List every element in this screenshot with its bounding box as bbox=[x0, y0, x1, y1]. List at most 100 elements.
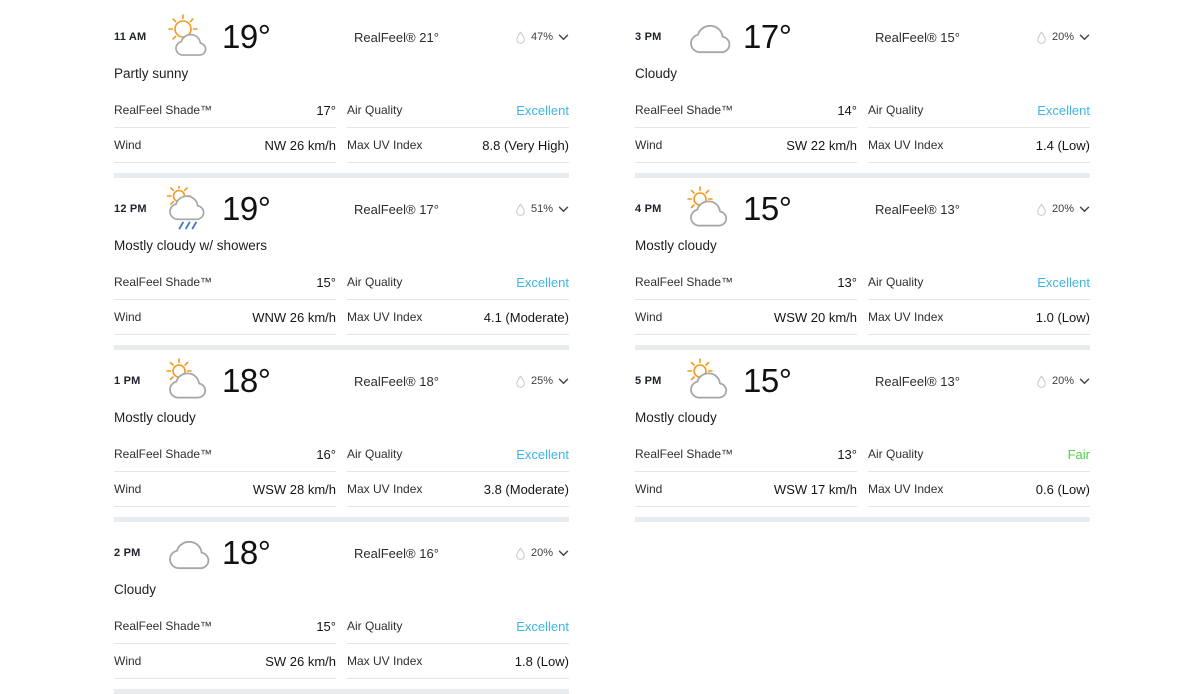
hourly-forecast-card[interactable]: 3 PM 17° RealFeel® 15° 20% Cloudy RealFe… bbox=[635, 6, 1090, 163]
air-quality-value: Excellent bbox=[516, 618, 569, 634]
precip-expander[interactable]: 20% bbox=[1036, 202, 1090, 216]
uv-index-row: Max UV Index 1.4 (Low) bbox=[868, 128, 1090, 163]
condition-phrase: Mostly cloudy bbox=[635, 238, 717, 253]
uv-index-value: 1.8 (Low) bbox=[514, 653, 569, 669]
realfeel-shade-value: 16° bbox=[316, 446, 336, 462]
realfeel-summary: RealFeel® 21° bbox=[354, 30, 515, 45]
air-quality-row: Air Quality Excellent bbox=[347, 609, 569, 644]
precip-probability: 47% bbox=[530, 31, 553, 43]
realfeel-value: 13° bbox=[940, 201, 960, 217]
uv-index-row: Max UV Index 4.1 (Moderate) bbox=[347, 300, 569, 335]
card-separator bbox=[635, 345, 1090, 350]
uv-index-label: Max UV Index bbox=[347, 138, 423, 152]
hourly-forecast-card[interactable]: 1 PM 18° RealFeel® 18° 25% Mostly cloudy… bbox=[114, 350, 569, 507]
temperature-value: 17° bbox=[743, 18, 792, 55]
realfeel-summary: RealFeel® 13° bbox=[875, 374, 1036, 389]
card-header: 12 PM 19° RealFeel® 17° 51% bbox=[114, 184, 569, 234]
card-details: RealFeel Shade™ 16° Wind WSW 28 km/h Air… bbox=[114, 437, 569, 507]
uv-index-row: Max UV Index 8.8 (Very High) bbox=[347, 128, 569, 163]
wind-value: WNW 26 km/h bbox=[252, 309, 336, 325]
wind-row: Wind WNW 26 km/h bbox=[114, 300, 336, 335]
realfeel-shade-row: RealFeel Shade™ 16° bbox=[114, 437, 336, 472]
chevron-down-icon[interactable] bbox=[1079, 33, 1090, 41]
hour-label: 5 PM bbox=[635, 375, 662, 387]
chevron-down-icon[interactable] bbox=[1079, 377, 1090, 385]
card-header: 11 AM 19° RealFeel® 21° 47% bbox=[114, 12, 569, 62]
realfeel-shade-row: RealFeel Shade™ 13° bbox=[635, 265, 857, 300]
wind-row: Wind NW 26 km/h bbox=[114, 128, 336, 163]
chevron-down-icon[interactable] bbox=[558, 377, 569, 385]
realfeel-value: 13° bbox=[940, 373, 960, 389]
air-quality-label: Air Quality bbox=[347, 103, 403, 117]
wind-row: Wind SW 22 km/h bbox=[635, 128, 857, 163]
realfeel-shade-value: 15° bbox=[316, 618, 336, 634]
hourly-forecast-card[interactable]: 5 PM 15° RealFeel® 13° 20% Mostly cloudy… bbox=[635, 350, 1090, 507]
details-right-column: Air Quality Excellent Max UV Index 3.8 (… bbox=[347, 437, 569, 507]
wind-label: Wind bbox=[114, 654, 142, 668]
condition-phrase: Mostly cloudy bbox=[114, 410, 196, 425]
wind-value: WSW 17 km/h bbox=[773, 481, 857, 497]
condition-phrase: Cloudy bbox=[635, 66, 678, 81]
precip-probability: 20% bbox=[530, 547, 553, 559]
realfeel-summary: RealFeel® 13° bbox=[875, 202, 1036, 217]
realfeel-shade-row: RealFeel Shade™ 14° bbox=[635, 93, 857, 128]
card-header-left: 1 PM 18° bbox=[114, 358, 354, 404]
chevron-down-icon[interactable] bbox=[558, 33, 569, 41]
wind-row: Wind WSW 28 km/h bbox=[114, 472, 336, 507]
realfeel-shade-row: RealFeel Shade™ 13° bbox=[635, 437, 857, 472]
realfeel-shade-value: 17° bbox=[316, 102, 336, 118]
hour-label: 11 AM bbox=[114, 31, 147, 43]
chevron-down-icon[interactable] bbox=[558, 205, 569, 213]
condition-phrase: Partly sunny bbox=[114, 66, 189, 81]
wind-value: WSW 28 km/h bbox=[252, 481, 336, 497]
precip-expander[interactable]: 20% bbox=[515, 546, 569, 560]
realfeel-shade-value: 13° bbox=[837, 274, 857, 290]
condition-phrase: Mostly cloudy bbox=[635, 410, 717, 425]
air-quality-label: Air Quality bbox=[347, 275, 403, 289]
wind-row: Wind SW 26 km/h bbox=[114, 644, 336, 679]
details-right-column: Air Quality Excellent Max UV Index 8.8 (… bbox=[347, 93, 569, 163]
air-quality-row: Air Quality Excellent bbox=[868, 93, 1090, 128]
details-left-column: RealFeel Shade™ 13° Wind WSW 20 km/h bbox=[635, 265, 857, 335]
realfeel-label: RealFeel® bbox=[875, 373, 937, 389]
air-quality-row: Air Quality Excellent bbox=[347, 93, 569, 128]
hourly-forecast-card[interactable]: 11 AM 19° RealFeel® 21° 47% Partly sunny… bbox=[114, 6, 569, 163]
hourly-forecast-card[interactable]: 4 PM 15° RealFeel® 13° 20% Mostly cloudy… bbox=[635, 178, 1090, 335]
card-separator bbox=[114, 345, 569, 350]
wind-label: Wind bbox=[114, 482, 142, 496]
precip-expander[interactable]: 51% bbox=[515, 202, 569, 216]
precip-expander[interactable]: 20% bbox=[1036, 374, 1090, 388]
uv-index-label: Max UV Index bbox=[868, 310, 944, 324]
uv-index-label: Max UV Index bbox=[347, 310, 423, 324]
air-quality-label: Air Quality bbox=[868, 103, 924, 117]
card-separator bbox=[114, 689, 569, 694]
forecast-column-left: 11 AM 19° RealFeel® 21° 47% Partly sunny… bbox=[114, 6, 569, 694]
wind-label: Wind bbox=[635, 482, 663, 496]
chevron-down-icon[interactable] bbox=[1079, 205, 1090, 213]
hour-label: 12 PM bbox=[114, 203, 147, 215]
hourly-forecast-card[interactable]: 2 PM 18° RealFeel® 16° 20% Cloudy RealFe… bbox=[114, 522, 569, 679]
precip-probability: 51% bbox=[530, 203, 553, 215]
uv-index-value: 1.0 (Low) bbox=[1035, 309, 1090, 325]
card-header: 5 PM 15° RealFeel® 13° 20% bbox=[635, 356, 1090, 406]
realfeel-summary: RealFeel® 15° bbox=[875, 30, 1036, 45]
realfeel-value: 17° bbox=[419, 201, 439, 217]
precip-expander[interactable]: 25% bbox=[515, 374, 569, 388]
realfeel-shade-label: RealFeel Shade™ bbox=[635, 447, 734, 461]
precip-expander[interactable]: 20% bbox=[1036, 30, 1090, 44]
precip-expander[interactable]: 47% bbox=[515, 30, 569, 44]
realfeel-label: RealFeel® bbox=[354, 373, 416, 389]
realfeel-summary: RealFeel® 18° bbox=[354, 374, 515, 389]
droplet-icon bbox=[1036, 202, 1047, 216]
hourly-forecast-card[interactable]: 12 PM 19° RealFeel® 17° 51% Mostly cloud… bbox=[114, 178, 569, 335]
wind-label: Wind bbox=[635, 310, 663, 324]
realfeel-label: RealFeel® bbox=[354, 545, 416, 561]
chevron-down-icon[interactable] bbox=[558, 549, 569, 557]
precip-probability: 20% bbox=[1051, 375, 1074, 387]
realfeel-summary: RealFeel® 17° bbox=[354, 202, 515, 217]
uv-index-row: Max UV Index 3.8 (Moderate) bbox=[347, 472, 569, 507]
card-header-left: 4 PM 15° bbox=[635, 186, 875, 232]
realfeel-shade-value: 15° bbox=[316, 274, 336, 290]
realfeel-label: RealFeel® bbox=[875, 201, 937, 217]
